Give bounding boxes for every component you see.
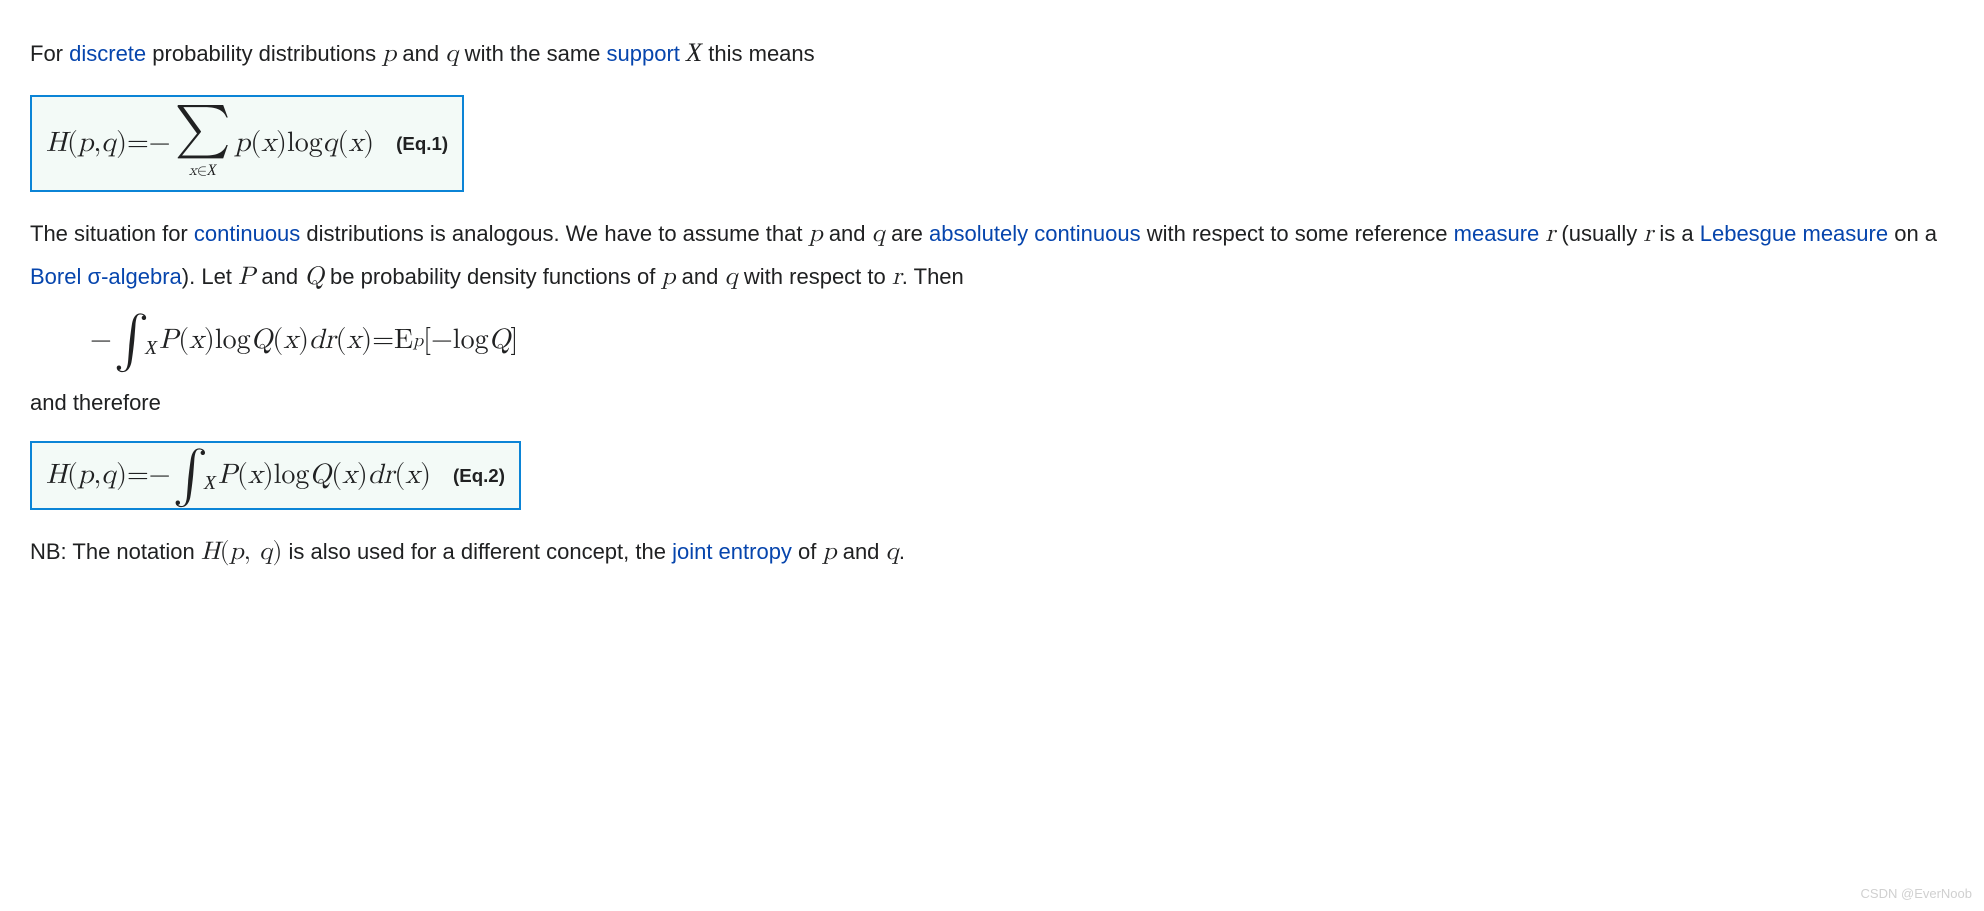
sym-eq: =: [127, 120, 149, 168]
math-var-q: q: [445, 41, 458, 66]
link-absolutely-continuous[interactable]: absolutely continuous: [929, 221, 1141, 246]
link-continuous[interactable]: continuous: [194, 221, 300, 246]
integral-sign: ∫: [173, 449, 208, 502]
math-var-p: p: [382, 41, 396, 66]
integral-sign: ∫: [114, 314, 149, 367]
sym-E: E: [394, 317, 413, 365]
equation-2: H(p, q) = − ∫ X P(x) log Q(x) dr(x): [46, 449, 431, 502]
math-var-Q: Q: [304, 264, 324, 289]
equation-2-label: (Eq.2): [453, 460, 505, 492]
sym-q: q: [101, 120, 116, 168]
link-lebesgue-measure[interactable]: Lebesgue measure: [1700, 221, 1888, 246]
link-joint-entropy[interactable]: joint entropy: [672, 539, 792, 564]
equation-expectation: − ∫ X P(x) log Q(x) dr(x) = Ep[− log Q]: [90, 314, 1954, 367]
math-cal-X: X: [686, 37, 702, 67]
math-var-p: p: [809, 221, 823, 246]
equation-box-2: H(p, q) = − ∫ X P(x) log Q(x) dr(x) (Eq.…: [30, 441, 521, 510]
math-var-P: P: [238, 264, 255, 289]
math-var-r: r: [1643, 221, 1653, 246]
math-var-H: H: [201, 539, 220, 564]
math-var-q: q: [872, 221, 885, 246]
link-sigma-algebra[interactable]: σ-algebra: [87, 264, 181, 289]
sym-log: log: [287, 120, 323, 168]
sym-neg: −: [149, 120, 171, 168]
text: and: [396, 41, 445, 66]
paragraph-continuous: The situation for continuous distributio…: [30, 212, 1954, 298]
sym-open: (: [67, 120, 78, 168]
paragraph-intro: For discrete probability distributions p…: [30, 30, 1954, 75]
text: this means: [702, 41, 815, 66]
text: with the same: [459, 41, 607, 66]
link-support[interactable]: support: [607, 41, 680, 66]
sym-E-sub: p: [413, 326, 423, 357]
link-discrete[interactable]: discrete: [69, 41, 146, 66]
sum-operator: ∑ x∈X: [175, 103, 231, 184]
watermark-text: CSDN @EverNoob: [1861, 883, 1972, 905]
integral-sub: X: [204, 467, 216, 500]
integral-operator: ∫ X: [173, 449, 216, 502]
text: probability distributions: [146, 41, 382, 66]
equation-1: H(p, q) = − ∑ x∈X p(x) log q(x): [46, 103, 374, 184]
sym-comma: ,: [94, 120, 102, 168]
integral-operator: ∫ X: [114, 314, 157, 367]
paragraph-nb: NB: The notation H(p, q) is also used fo…: [30, 530, 1954, 573]
sym-close: ): [116, 120, 127, 168]
paragraph-therefore: and therefore: [30, 384, 1954, 421]
sym-p2: p: [235, 120, 251, 168]
equation-1-label: (Eq.1): [396, 128, 448, 160]
link-borel[interactable]: Borel: [30, 264, 81, 289]
text: For: [30, 41, 69, 66]
sum-subscript: x∈X: [189, 158, 217, 184]
link-measure[interactable]: measure: [1454, 221, 1540, 246]
sum-sigma: ∑: [175, 103, 231, 156]
sym-H: H: [46, 120, 67, 168]
sym-p: p: [78, 120, 94, 168]
math-var-r: r: [1545, 221, 1555, 246]
integral-sub: X: [145, 332, 157, 365]
equation-box-1: H(p, q) = − ∑ x∈X p(x) log q(x) (Eq.1): [30, 95, 464, 192]
